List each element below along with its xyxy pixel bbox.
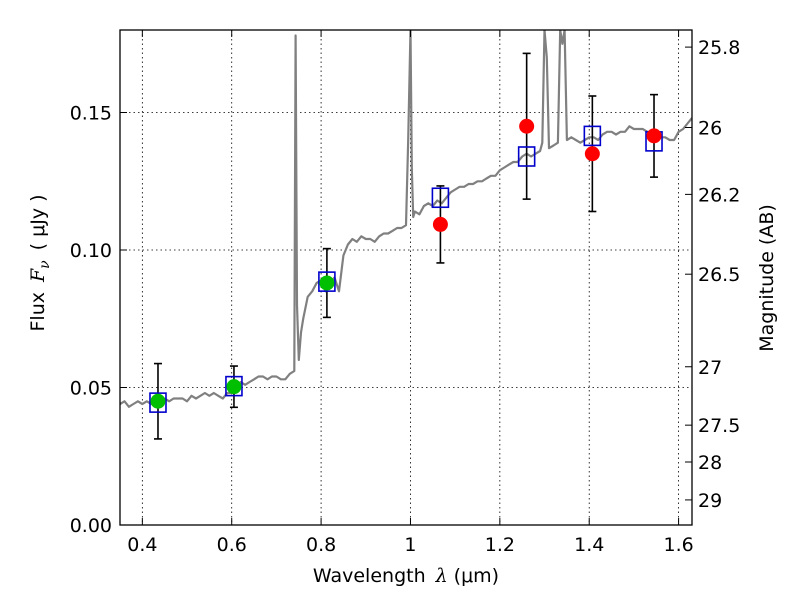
mag-tick-label: 26.2 <box>698 184 740 206</box>
mag-tick-label: 26.5 <box>698 264 740 286</box>
model-photometry-square <box>149 392 167 413</box>
measured-point <box>519 118 535 134</box>
mag-tick-label: 28 <box>698 452 722 474</box>
x-tick-label: 1 <box>404 534 416 556</box>
measured-point <box>584 146 600 162</box>
model-photometry-square <box>431 187 450 209</box>
plot-frame <box>119 29 693 526</box>
model-photometry-square <box>583 125 602 147</box>
measured-point <box>432 216 448 232</box>
x-tick-label: 1.2 <box>485 534 515 556</box>
x-tick-label: 0.4 <box>127 534 157 556</box>
ticks-layer: 0.4 0.6 0.8 1 1.2 1.4 1.6 0.00 0.05 0.10 0.15 25.8 2… <box>70 30 740 556</box>
model-photometry-square <box>225 375 243 397</box>
mag-tick-label: 26 <box>698 118 722 140</box>
y-tick-label: 0.00 <box>70 515 112 537</box>
x-tick-label: 0.6 <box>217 534 247 556</box>
x-axis-title: Wavelength λ (μm) <box>313 565 499 587</box>
measured-point <box>226 379 242 395</box>
marks-layer <box>149 52 663 440</box>
x-tick-label: 1.4 <box>574 534 604 556</box>
y-tick-label: 0.05 <box>70 378 112 400</box>
model-photometry-square <box>517 146 536 167</box>
grid-lines <box>120 30 692 526</box>
mag-tick-label: 25.8 <box>698 37 740 59</box>
y-axis-title: FluxFν( μJy ) <box>27 194 53 331</box>
y-tick-label: 0.10 <box>70 240 112 262</box>
measured-point <box>646 128 662 144</box>
spectrum-line <box>120 30 692 408</box>
measured-point <box>150 393 166 409</box>
mag-tick-label: 29 <box>698 490 722 512</box>
mag-tick-label: 27.5 <box>698 415 740 437</box>
measured-point <box>319 275 335 291</box>
x-tick-label: 1.6 <box>663 534 693 556</box>
mag-tick-label: 27 <box>698 357 722 379</box>
spectrum-layer <box>120 30 692 408</box>
x-tick-label: 0.8 <box>306 534 336 556</box>
y2-axis-title: Magnitude (AB) <box>756 204 778 352</box>
model-photometry-square <box>318 271 336 292</box>
y-tick-label: 0.15 <box>70 103 112 125</box>
